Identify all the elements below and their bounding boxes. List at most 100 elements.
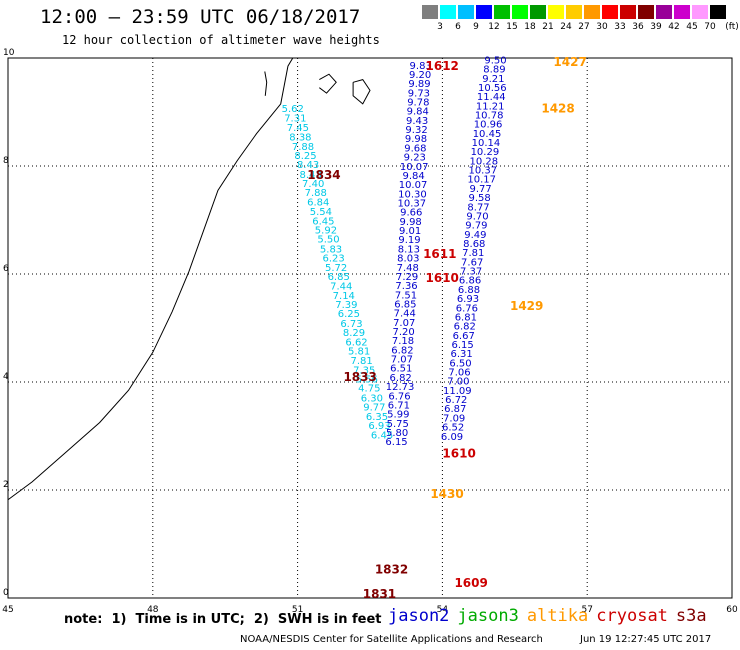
pass-number-label: 1429 [510,299,543,313]
legend-label-15: 15 [506,22,518,32]
swh-value: 6.09 [441,432,463,443]
swh-value: 6.81 [455,312,477,323]
swh-value: 8.89 [483,65,505,76]
pass-number-label: 1831 [363,587,396,601]
swh-value: 9.73 [408,88,430,99]
satellite-s3a: s3a [675,606,707,626]
swh-value: 10.14 [472,138,501,149]
swh-value: 6.85 [394,299,416,310]
swh-value: 9.70 [466,211,488,222]
swh-value: 7.44 [394,309,416,320]
legend-swatch-14 [674,5,690,19]
lat-tick-label: 2 [3,480,9,490]
swh-value: 7.36 [395,281,417,292]
swh-value: 6.88 [458,285,480,296]
satellite-cryosat: cryosat [596,606,668,626]
satellite-jason3: jason3 [457,606,519,626]
swh-value: 9.20 [409,70,431,81]
legend-swatch-16 [710,5,726,19]
pass-number-label: 1610 [442,447,475,461]
swh-value: 7.07 [393,318,415,329]
swh-value: 10.37 [398,199,427,210]
legend-swatch-10 [602,5,618,19]
swh-value: 7.39 [335,300,357,311]
legend-swatch-5 [512,5,528,19]
swh-value: 9.50 [484,55,506,66]
swh-value: 6.30 [361,393,383,404]
legend-label-3: 3 [437,22,443,32]
swh-value: 9.49 [464,230,486,241]
swh-value: 6.93 [368,421,390,432]
swh-value: 7.67 [461,257,483,268]
legend-swatch-11 [620,5,636,19]
swh-value: 10.28 [470,156,499,167]
swh-value: 6.82 [454,322,476,333]
swh-value: 8.25 [294,151,316,162]
satellite-jason2: jason2 [388,606,450,626]
coastline [7,57,294,501]
swh-value: 9.19 [398,235,420,246]
pass-number-label: 1430 [430,487,463,501]
legend-label-6: 6 [455,22,461,32]
swh-value: 7.45 [287,123,309,134]
swh-value: 9.98 [400,217,422,228]
swh-value: 9.66 [400,208,422,219]
swh-value: 7.37 [460,267,482,278]
swh-value: 9.77 [470,184,492,195]
legend-label-24: 24 [560,22,572,32]
legend-swatch-7 [548,5,564,19]
swh-value: 7.88 [305,188,327,199]
swh-value: 5.99 [387,410,409,421]
swh-value: 6.45 [371,431,393,442]
swh-value: 6.45 [312,216,334,227]
swh-value: 6.15 [452,340,474,351]
lon-tick-label: 51 [292,605,303,615]
legend-label-30: 30 [596,22,608,32]
swh-value: 5.75 [387,419,409,430]
legend-label-39: 39 [650,22,662,32]
swh-value: 9.98 [405,134,427,145]
legend-swatch-1 [440,5,456,19]
swh-value: 6.71 [388,400,410,411]
swh-value: 9.89 [408,79,430,90]
pass-number-label: 1611 [423,247,456,261]
swh-value: 12.73 [386,382,415,393]
swh-value: 5.54 [310,207,332,218]
swh-value: 10.30 [398,189,427,200]
swh-value: 10.07 [399,180,428,191]
swh-value: 7.00 [447,377,469,388]
swh-value: 6.35 [366,412,388,423]
swh-value: 11.09 [443,386,472,397]
swh-value: 6.51 [390,364,412,375]
swh-value: 9.83 [410,61,432,72]
swh-value: 6.76 [456,303,478,314]
page-title: 12:00 – 23:59 UTC 06/18/2017 [40,6,361,28]
swh-value: 9.77 [363,403,385,414]
swh-value: 7.18 [392,336,414,347]
swh-value: 5.80 [386,428,408,439]
swh-value: 6.50 [449,358,471,369]
swh-value: 6.67 [453,331,475,342]
pass-number-label: 1833 [343,370,376,384]
swh-value: 8.13 [398,244,420,255]
swh-value: 5.62 [282,104,304,115]
swh-value: 8.43 [299,170,321,181]
swh-value: 5.50 [317,235,339,246]
swh-value: 6.85 [328,272,350,283]
footer-credit: NOAA/NESDIS Center for Satellite Applica… [240,634,543,645]
swh-value: 6.82 [391,345,413,356]
swh-value: 9.43 [406,116,428,127]
swh-value: 9.01 [399,226,421,237]
lat-tick-label: 8 [3,156,9,166]
lon-tick-label: 54 [437,605,449,615]
legend-label-21: 21 [542,22,554,32]
swh-value: 9.68 [404,143,426,154]
swh-value: 5.81 [348,346,370,357]
page-subtitle: 12 hour collection of altimeter wave hei… [62,33,380,47]
swh-value: 7.88 [292,142,314,153]
pass-number-label: 1834 [307,168,340,182]
swh-value: 8.43 [297,160,319,171]
lat-tick-label: 10 [3,48,15,58]
swh-value: 6.86 [459,276,481,287]
